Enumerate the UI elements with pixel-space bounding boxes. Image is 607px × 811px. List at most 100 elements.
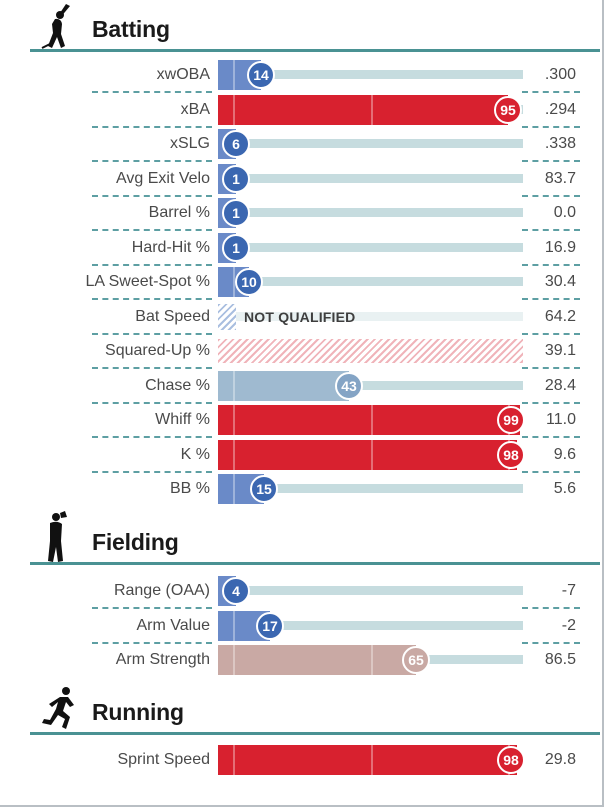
bar-tick xyxy=(233,439,235,470)
bar-tick xyxy=(371,439,373,470)
row-divider xyxy=(522,401,580,404)
row-divider xyxy=(522,125,580,128)
row-divider xyxy=(522,229,580,231)
row-divider xyxy=(92,641,212,644)
metric-row: Chase % 28.4 43 xyxy=(0,369,604,404)
percentile-track xyxy=(218,70,523,79)
percentile-bubble: 14 xyxy=(247,61,275,89)
percentile-bubble: 15 xyxy=(250,475,278,503)
metric-value: 30.4 xyxy=(544,273,576,290)
percentile-track xyxy=(218,586,523,595)
metric-value: 5.6 xyxy=(553,480,576,497)
row-divider xyxy=(92,194,212,197)
row-divider xyxy=(92,91,212,93)
percentile-track xyxy=(218,242,523,252)
metric-row: Hard-Hit % 16.9 1 xyxy=(0,231,604,266)
percentile-bar xyxy=(218,94,508,125)
metric-label: Chase % xyxy=(145,376,210,394)
section-header-running: Running xyxy=(0,685,604,735)
bar-tick xyxy=(233,267,235,297)
percentile-track xyxy=(218,380,523,390)
metric-row: Sprint Speed 29.8 98 xyxy=(0,743,604,777)
metric-row: Whiff % 11.0 99 xyxy=(0,403,604,438)
not-qualified-label: NOT QUALIFIED xyxy=(244,308,356,325)
not-qualified-hatch xyxy=(218,303,236,330)
section-rule xyxy=(30,562,600,565)
metric-value: 83.7 xyxy=(544,169,576,187)
section-title: Running xyxy=(92,699,184,725)
bar-tick xyxy=(233,370,235,401)
row-divider xyxy=(522,298,580,300)
row-divider xyxy=(522,367,580,369)
row-divider xyxy=(92,470,212,473)
metric-row: LA Sweet-Spot % 30.4 10 xyxy=(0,265,604,300)
metric-label: Barrel % xyxy=(148,204,210,221)
metric-value: 86.5 xyxy=(544,651,576,668)
unqualified-hatch xyxy=(218,339,523,363)
bar-tick xyxy=(233,60,235,90)
percentile-bubble: 17 xyxy=(256,611,284,640)
metric-row: xSLG .338 6 xyxy=(0,127,604,162)
section-rule xyxy=(30,49,600,52)
section-title: Batting xyxy=(92,16,170,42)
row-divider xyxy=(92,229,212,231)
metric-row: Arm Strength 86.5 65 xyxy=(0,643,604,677)
bar-tick xyxy=(233,745,235,775)
metric-value: .294 xyxy=(544,100,576,118)
metric-label: xSLG xyxy=(169,135,210,152)
metric-label: xwOBA xyxy=(156,66,210,83)
metric-label: Squared-Up % xyxy=(105,342,210,359)
percentile-bubble: 1 xyxy=(222,233,250,262)
percentile-bar xyxy=(218,405,520,435)
metric-label: Arm Value xyxy=(136,616,210,634)
row-divider xyxy=(92,367,212,369)
row-divider xyxy=(92,401,212,404)
metric-row: Squared-Up % 39.1 xyxy=(0,334,604,369)
metric-value: 28.4 xyxy=(544,376,576,394)
percentile-bubble: 6 xyxy=(222,130,250,158)
row-divider xyxy=(522,263,580,266)
row-divider xyxy=(92,436,212,438)
metric-value: .338 xyxy=(544,135,576,152)
metric-row: xBA .294 95 xyxy=(0,93,604,128)
batter-silhouette-icon xyxy=(41,4,70,49)
metric-value: -2 xyxy=(561,616,576,634)
metric-row: Bat Speed 64.2 NOT QUALIFIED xyxy=(0,300,604,335)
metric-value: 9.6 xyxy=(553,445,576,463)
percentile-bar xyxy=(218,745,517,775)
percentile-bubble: 95 xyxy=(494,95,522,124)
metric-row: Avg Exit Velo 83.7 1 xyxy=(0,162,604,197)
percentile-track xyxy=(218,173,523,183)
row-divider xyxy=(522,194,580,197)
bar-tick xyxy=(371,405,373,435)
metric-row: K % 9.6 98 xyxy=(0,438,604,473)
bar-tick xyxy=(233,474,235,504)
metric-row: Arm Value -2 17 xyxy=(0,609,604,644)
metric-label: Arm Strength xyxy=(115,651,210,668)
percentile-bubble: 1 xyxy=(222,164,250,193)
metric-value: 29.8 xyxy=(544,751,576,768)
metric-row: xwOBA .300 14 xyxy=(0,58,604,93)
metric-value: .300 xyxy=(544,66,576,83)
section-rule xyxy=(30,732,600,735)
row-divider xyxy=(92,160,212,162)
fielder-silhouette-icon xyxy=(48,511,67,562)
percentile-bubble: 98 xyxy=(497,440,525,469)
metric-row: Barrel % 0.0 1 xyxy=(0,196,604,231)
metric-row: BB % 5.6 15 xyxy=(0,472,604,506)
percentile-track xyxy=(218,484,523,493)
row-divider xyxy=(92,332,212,335)
bar-tick xyxy=(233,610,235,641)
row-divider xyxy=(92,263,212,266)
bar-tick xyxy=(371,645,373,675)
row-divider xyxy=(522,332,580,335)
row-divider xyxy=(522,160,580,162)
metric-label: Bat Speed xyxy=(135,307,210,325)
runner-silhouette-icon xyxy=(42,687,74,729)
metric-value: -7 xyxy=(561,582,576,599)
bar-tick xyxy=(233,645,235,675)
bar-tick xyxy=(371,94,373,125)
percentile-bar xyxy=(218,439,517,470)
metric-row: Range (OAA) -7 4 xyxy=(0,574,604,609)
